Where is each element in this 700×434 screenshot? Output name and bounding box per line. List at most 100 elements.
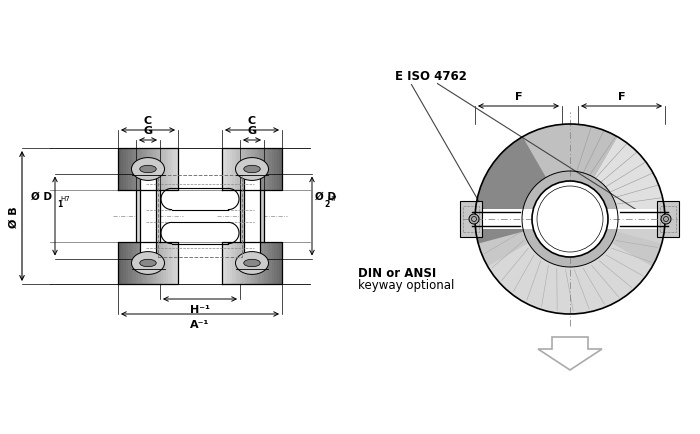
Bar <box>176 243 178 284</box>
Bar <box>146 243 148 284</box>
Bar <box>136 243 139 284</box>
Bar <box>140 167 156 266</box>
Bar <box>230 243 232 284</box>
Bar <box>163 243 166 284</box>
Bar <box>225 149 228 191</box>
Bar <box>255 149 258 191</box>
Bar <box>260 149 262 191</box>
Bar <box>272 243 275 284</box>
Bar <box>148 243 151 284</box>
Bar <box>262 149 265 191</box>
Text: keyway optional: keyway optional <box>358 278 454 291</box>
Text: DIN or ANSI: DIN or ANSI <box>358 266 436 279</box>
Bar <box>120 243 123 284</box>
Bar <box>244 243 248 284</box>
Bar <box>234 243 237 284</box>
Bar <box>470 210 670 230</box>
Bar <box>255 243 258 284</box>
Bar <box>153 149 156 191</box>
Bar <box>133 243 136 284</box>
Bar <box>148 149 151 191</box>
Ellipse shape <box>244 166 260 173</box>
Bar <box>150 243 153 284</box>
Bar <box>155 149 158 191</box>
Wedge shape <box>475 138 546 302</box>
Text: C: C <box>144 116 152 126</box>
Ellipse shape <box>132 252 164 275</box>
Text: 2: 2 <box>324 200 329 209</box>
Bar <box>274 243 277 284</box>
Circle shape <box>469 214 479 224</box>
Bar <box>128 243 131 284</box>
Bar <box>171 243 174 284</box>
Bar <box>227 243 230 284</box>
Bar <box>160 149 164 191</box>
Bar <box>240 191 264 243</box>
Bar <box>227 149 230 191</box>
Bar <box>123 243 126 284</box>
Text: Ø D: Ø D <box>315 191 336 201</box>
Ellipse shape <box>132 158 164 181</box>
Bar <box>247 149 250 191</box>
Bar <box>270 243 272 284</box>
Bar <box>222 149 225 191</box>
Bar <box>138 149 141 191</box>
Bar <box>125 149 129 191</box>
Bar <box>257 243 260 284</box>
Text: G: G <box>144 126 153 136</box>
Wedge shape <box>478 232 662 314</box>
Bar <box>150 149 153 191</box>
Bar <box>461 201 482 237</box>
Text: G: G <box>247 126 257 136</box>
Bar <box>279 149 283 191</box>
Bar <box>270 149 272 191</box>
Bar <box>171 149 174 191</box>
Bar <box>168 243 171 284</box>
Bar <box>225 243 228 284</box>
Circle shape <box>532 181 608 257</box>
Bar <box>128 149 131 191</box>
Bar <box>173 243 176 284</box>
Wedge shape <box>488 243 652 314</box>
Ellipse shape <box>235 158 269 181</box>
Ellipse shape <box>140 260 156 267</box>
Bar <box>158 149 161 191</box>
Bar <box>260 243 262 284</box>
Bar <box>168 149 171 191</box>
Text: 1: 1 <box>57 200 62 209</box>
Bar <box>165 149 169 191</box>
Bar <box>130 243 134 284</box>
Bar <box>463 207 480 233</box>
Bar <box>230 149 232 191</box>
Bar <box>141 243 144 284</box>
Wedge shape <box>522 125 617 178</box>
Bar <box>141 149 144 191</box>
Text: H7: H7 <box>60 196 70 202</box>
Bar <box>277 149 280 191</box>
Bar <box>130 149 134 191</box>
Text: H7: H7 <box>327 196 337 202</box>
Bar <box>252 149 255 191</box>
Bar <box>277 243 280 284</box>
Bar <box>133 149 136 191</box>
Bar <box>158 243 161 284</box>
Ellipse shape <box>244 260 260 267</box>
Bar <box>160 243 164 284</box>
Bar <box>247 243 250 284</box>
Bar <box>661 207 676 233</box>
Bar <box>257 149 260 191</box>
Bar <box>267 243 270 284</box>
Bar <box>249 243 253 284</box>
Bar <box>239 243 242 284</box>
Bar <box>143 243 146 284</box>
Wedge shape <box>594 138 665 302</box>
Bar <box>120 149 123 191</box>
Bar <box>118 243 121 284</box>
Text: F: F <box>514 92 522 102</box>
Bar <box>242 243 245 284</box>
Bar <box>239 149 242 191</box>
Text: F: F <box>617 92 625 102</box>
Bar <box>153 243 156 284</box>
Bar <box>136 149 139 191</box>
Bar <box>158 176 242 257</box>
